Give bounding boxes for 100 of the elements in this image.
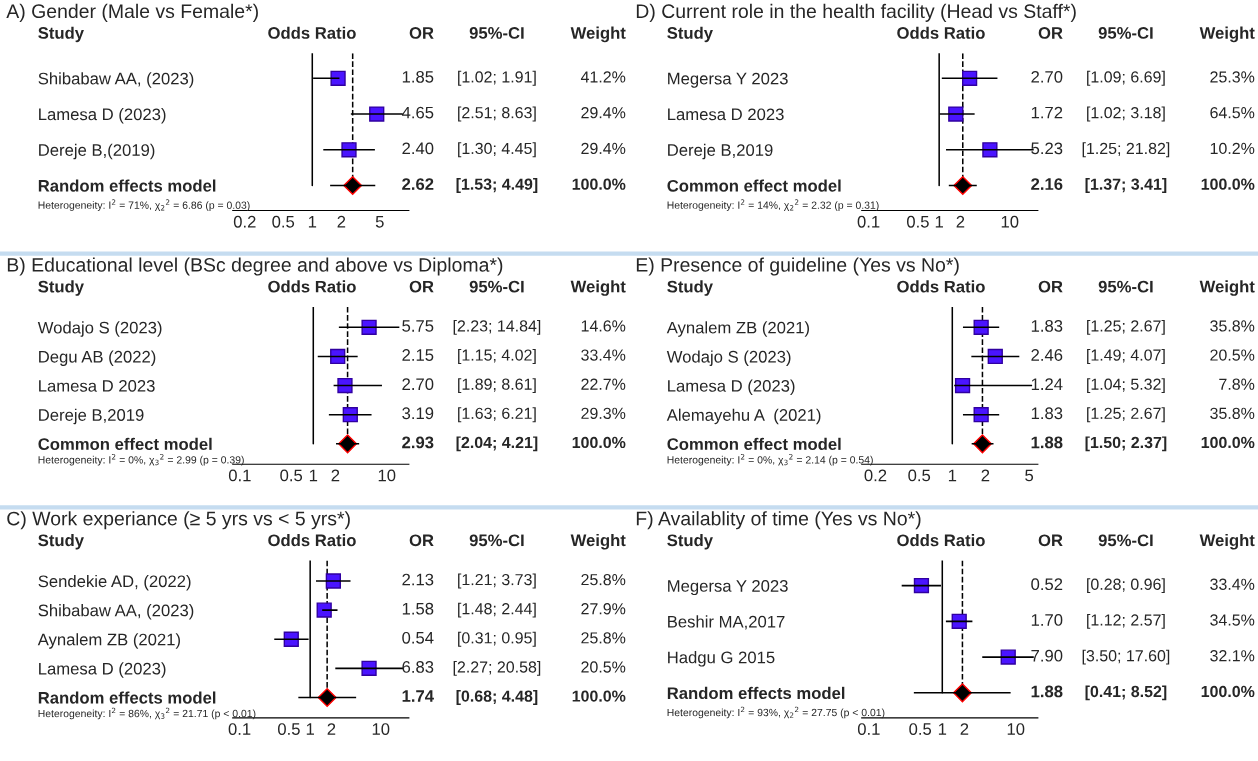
text: 29.3% xyxy=(581,407,626,419)
chart-title: D) Current role in the health facility (Head vs Staff*) xyxy=(636,3,1076,22)
x-axis-title: Odds Ratio xyxy=(268,533,356,547)
text: Heterogeneity: I$^{2}$ = 0%, χ$_{3}$$^{2}$ = 2.14 (p = 0.54) xyxy=(667,454,873,466)
y-axis-title: Study xyxy=(667,26,713,43)
annotation: 1.58 xyxy=(402,602,434,615)
text: 20.5% xyxy=(1210,349,1255,361)
text: [1.02; 1.91] xyxy=(458,70,536,86)
x-tick-label: 0.1 xyxy=(857,723,880,735)
y-tick-label: Shibabaw AA, (2023) xyxy=(38,72,194,88)
chart-title: B) Educational level (BSc degree and above vs Diploma*) xyxy=(7,257,503,276)
text: 29.4% xyxy=(581,142,626,155)
annotation: 1.83 xyxy=(1031,320,1063,332)
text: 29.4% xyxy=(581,107,626,119)
y-tick-label: Random effects model xyxy=(38,691,216,704)
text: 100.0% xyxy=(572,690,626,702)
text: OR xyxy=(1038,534,1063,547)
x-tick-label: 0.1 xyxy=(228,469,251,482)
x-tick-label: 0.2 xyxy=(233,215,256,228)
chart-title: F) Availablity of time (Yes vs No*) xyxy=(636,511,921,530)
text: 95%-CI xyxy=(469,534,524,547)
y-tick-label: Common effect model xyxy=(667,179,841,192)
text: OR xyxy=(1038,27,1063,39)
x-tick-label: 2 xyxy=(331,469,340,482)
y-tick-label: Aynalem ZB (2021) xyxy=(666,321,809,337)
annotation: 5.75 xyxy=(402,320,434,332)
x-tick-label: 0.5 xyxy=(908,469,931,482)
text: [0.41; 8.52] xyxy=(1085,685,1167,701)
y-axis-title: Study xyxy=(38,280,84,296)
x-tick-label: 1 xyxy=(948,469,957,482)
annotation: 0.52 xyxy=(1031,578,1063,591)
text: [1.25; 2.67] xyxy=(1087,407,1165,423)
annotation: 1.70 xyxy=(1031,614,1063,626)
text: [1.21; 3.73] xyxy=(458,573,536,589)
x-tick-label: 2 xyxy=(981,469,990,482)
text: 95%-CI xyxy=(469,27,524,39)
y-tick-label: Random effects model xyxy=(38,179,216,192)
text: OR xyxy=(409,280,434,293)
y-tick-label: Degu AB (2022) xyxy=(39,350,156,366)
text: [0.31; 0.95] xyxy=(458,631,536,647)
text: 95%-CI xyxy=(1098,280,1153,293)
annotation: 1.83 xyxy=(1031,407,1063,420)
x-tick-label: 10 xyxy=(372,723,390,735)
x-tick-label: 10 xyxy=(1007,723,1025,735)
text: Heterogeneity: I$^{2}$ = 14%, χ$_{2}$$^{2}$ = 2.32 (p = 0.31) xyxy=(667,199,879,211)
x-tick-label: 1 xyxy=(306,723,314,735)
y-tick-label: Random effects model xyxy=(667,686,845,700)
text: 33.4% xyxy=(1210,578,1255,590)
y-tick-label: Dereje B,2019 xyxy=(668,143,773,160)
x-axis-title: Odds Ratio xyxy=(268,26,356,39)
annotation: 1.88 xyxy=(1031,685,1063,698)
y-tick-label: Dereje B,2019 xyxy=(39,408,144,425)
y-tick-label: Common effect model xyxy=(38,437,212,451)
text: [1.49; 4.07] xyxy=(1087,349,1165,364)
text: 41.2% xyxy=(580,71,626,83)
text: Heterogeneity: I$^{2}$ = 93%, χ$_{2}$$^{2}$ = 27.75 (p < 0.01) xyxy=(667,706,885,719)
text: 100.0% xyxy=(1201,178,1255,190)
annotation: 2.40 xyxy=(402,142,434,155)
x-tick-label: 0.5 xyxy=(280,469,303,482)
text: 100.0% xyxy=(1201,436,1255,449)
text: [1.89; 8.61] xyxy=(458,378,536,394)
x-tick-label: 2 xyxy=(327,723,336,735)
annotation: 2.62 xyxy=(402,178,434,190)
x-tick-label: 2 xyxy=(956,215,965,228)
annotation: 1.74 xyxy=(402,690,434,702)
text: [2.23; 14.84] xyxy=(453,319,541,335)
annotation: 0.54 xyxy=(402,631,434,644)
annotation: 7.90 xyxy=(1031,649,1063,662)
text: [1.37; 3.41] xyxy=(1085,178,1167,193)
y-tick-label: Shibabaw AA, (2023) xyxy=(38,604,194,620)
y-tick-label: Lamesa D 2023 xyxy=(39,379,155,392)
y-tick-label: Alemayehu A (2021) xyxy=(666,408,821,425)
annotation: 1.72 xyxy=(1031,106,1063,119)
annotation: 2.46 xyxy=(1031,349,1063,361)
x-tick-label: 5 xyxy=(1025,469,1034,482)
text: [1.12; 2.57] xyxy=(1087,613,1165,629)
chart-title: A) Gender (Male vs Female*) xyxy=(6,3,258,22)
text: [2.04; 4.21] xyxy=(456,436,538,452)
x-tick-label: 2 xyxy=(337,215,346,228)
text: 33.4% xyxy=(581,349,626,361)
text: [1.25; 21.82] xyxy=(1082,142,1170,158)
y-axis-title: Study xyxy=(667,533,713,550)
annotation: 6.83 xyxy=(402,661,434,673)
y-axis-title: Study xyxy=(38,26,84,43)
annotation: 1.88 xyxy=(1031,436,1063,449)
text: 100.0% xyxy=(1201,685,1255,698)
text: 27.9% xyxy=(581,603,626,615)
annotation: 2.70 xyxy=(1031,70,1063,83)
y-tick-label: Lamesa D 2023 xyxy=(668,108,784,121)
text: [1.15; 4.02] xyxy=(458,349,536,364)
text: OR xyxy=(409,27,434,39)
text: [2.27; 20.58] xyxy=(453,660,541,676)
text: 22.7% xyxy=(581,378,626,390)
text: 32.1% xyxy=(1210,650,1255,662)
annotation: 1.85 xyxy=(402,70,434,83)
x-tick-label: 1 xyxy=(935,216,943,228)
text: [1.63; 6.21] xyxy=(458,407,536,423)
y-tick-label: Common effect model xyxy=(667,437,841,451)
x-axis-title: Odds Ratio xyxy=(268,280,356,293)
x-tick-label: 1 xyxy=(309,469,318,482)
